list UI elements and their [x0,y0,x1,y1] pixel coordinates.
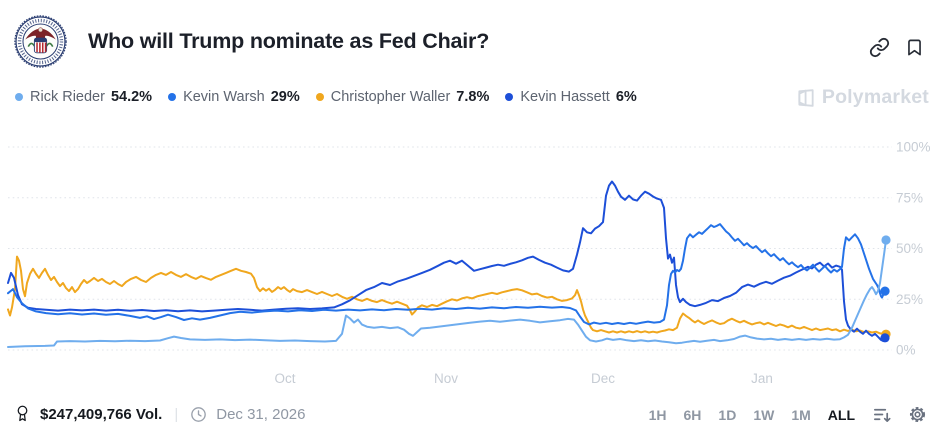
sort-descending-button[interactable] [872,405,891,424]
series-end-dot-kevin-hassett [880,333,890,343]
federal-reserve-seal-icon [14,15,67,68]
y-tick-label: 100% [896,140,931,155]
polymarket-watermark: Polymarket [796,86,929,109]
legend-item-kevin-hassett[interactable]: Kevin Hassett 6% [505,89,637,105]
legend-dot-icon [505,93,514,101]
header-actions [869,37,924,58]
legend-value: 29% [270,89,300,105]
legend-dot-icon [168,93,177,101]
x-tick-label-dec: Dec [591,371,615,386]
legend-value: 54.2% [110,89,153,105]
footer-volume: $247,409,766 Vol. | Dec 31, 2026 [14,405,305,424]
time-range-controls: 1H 6H 1D 1W 1M ALL [649,405,927,424]
legend-label: Christopher Waller [330,89,451,105]
legend: Rick Rieder 54.2% Kevin Warsh 29% Christophe… [15,89,637,105]
legend-value: 6% [615,89,637,105]
series-line-kevin-warsh [7,223,886,326]
legend-label: Kevin Hassett [520,89,610,105]
legend-item-christopher-waller[interactable]: Christopher Waller 7.8% [315,89,490,105]
polymarket-logo-icon [796,88,816,108]
range-button-all[interactable]: ALL [827,406,855,423]
footer-divider: | [174,406,179,423]
range-button-1m[interactable]: 1M [791,406,811,423]
settings-button[interactable] [908,405,927,424]
x-tick-label-nov: Nov [434,371,458,386]
copy-link-button[interactable] [869,37,890,58]
sort-descending-icon [873,408,891,423]
y-tick-label: 25% [896,292,923,307]
clock-icon [191,407,207,422]
bookmark-icon [908,39,921,56]
bookmark-button[interactable] [905,37,924,58]
polymarket-watermark-text: Polymarket [821,86,929,108]
series-end-dot-rick-rieder [881,235,891,245]
gear-icon [909,406,926,423]
range-button-6h[interactable]: 6H [683,406,702,423]
end-date: Dec 31, 2026 [216,406,306,423]
legend-label: Kevin Warsh [183,89,265,105]
legend-value: 7.8% [456,89,490,105]
range-button-1h[interactable]: 1H [648,406,667,423]
x-tick-label-jan: Jan [751,371,773,386]
legend-item-kevin-warsh[interactable]: Kevin Warsh 29% [168,89,300,105]
series-line-christopher-waller [7,255,887,336]
y-tick-label: 75% [896,190,923,205]
y-tick-label: 50% [896,241,923,256]
range-button-1d[interactable]: 1D [718,406,737,423]
range-button-1w[interactable]: 1W [753,406,775,423]
volume-value: $247,409,766 Vol. [40,406,163,423]
market-logo-fed-seal [14,15,67,68]
x-tick-label-oct: Oct [274,371,295,386]
link-icon [869,37,890,58]
legend-dot-icon [315,93,324,101]
legend-item-rick-rieder[interactable]: Rick Rieder 54.2% [15,89,152,105]
volume-trophy-icon [17,405,28,422]
series-line-rick-rieder [7,239,887,348]
page-title: Who will Trump nominate as Fed Chair? [88,29,490,53]
y-tick-label: 0% [896,343,916,358]
series-end-dot-kevin-warsh [880,286,890,296]
legend-dot-icon [15,93,23,101]
legend-label: Rick Rieder [30,89,105,105]
